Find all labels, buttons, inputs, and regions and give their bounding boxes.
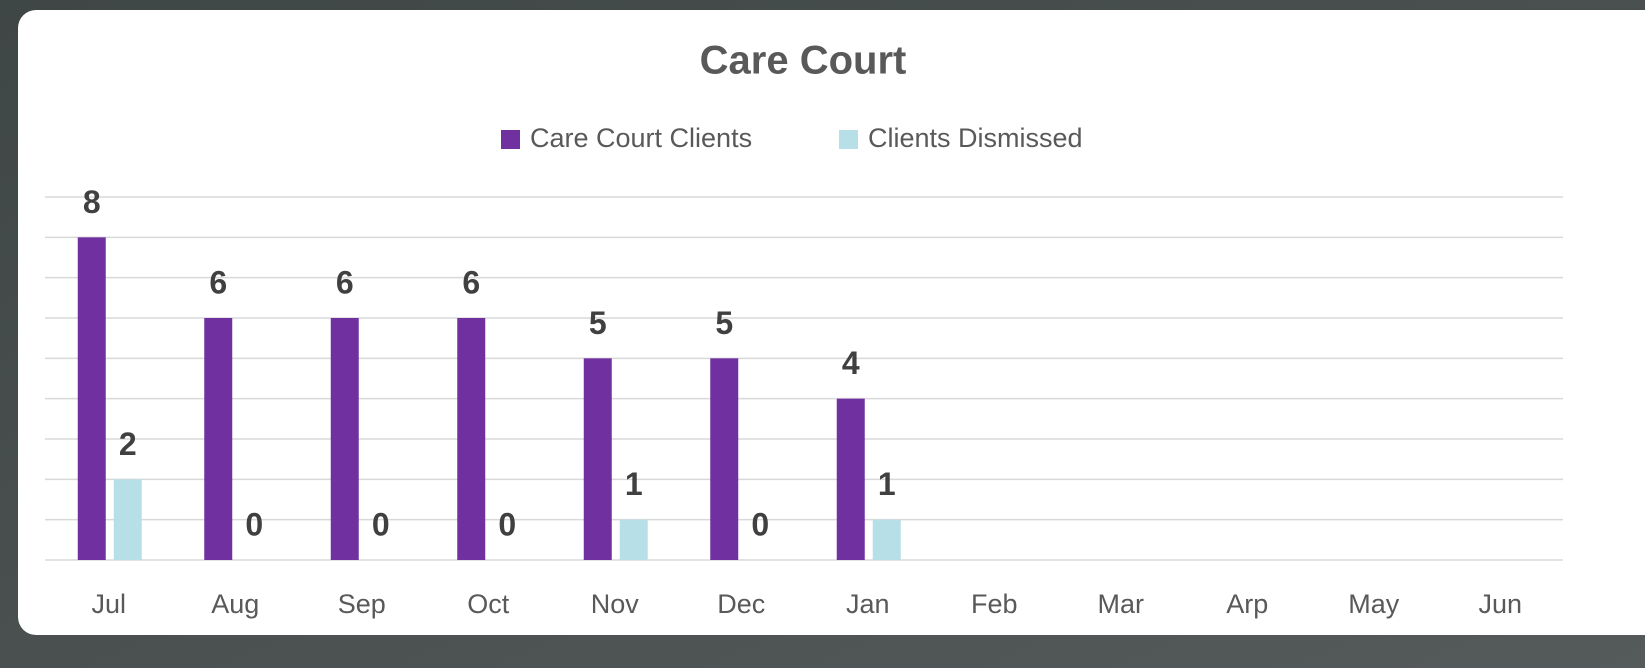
data-label: 0 [372, 506, 390, 542]
data-label: 8 [83, 184, 101, 220]
x-tick-label: Oct [467, 589, 510, 619]
data-label: 0 [245, 506, 263, 542]
bar [710, 358, 739, 560]
data-label: 2 [119, 426, 137, 462]
data-label: 6 [336, 264, 354, 300]
data-label: 0 [751, 506, 769, 542]
x-tick-label: Jun [1478, 589, 1522, 619]
bar [330, 318, 359, 560]
bar [77, 237, 106, 561]
data-label: 1 [878, 466, 896, 502]
x-tick-label: Jul [91, 589, 126, 619]
x-tick-label: Feb [971, 589, 1018, 619]
data-label: 6 [209, 264, 227, 300]
bar [457, 318, 486, 560]
x-tick-label: Nov [591, 589, 640, 619]
x-tick-label: Arp [1226, 589, 1268, 619]
legend-swatch [501, 130, 520, 149]
legend-label: Care Court Clients [530, 123, 752, 153]
legend-label: Clients Dismissed [868, 123, 1083, 153]
bar [204, 318, 233, 560]
x-tick-label: Aug [211, 589, 259, 619]
data-label: 6 [462, 264, 480, 300]
data-label: 5 [715, 305, 733, 341]
chart-title: Care Court [700, 39, 907, 83]
x-tick-label: Mar [1098, 589, 1145, 619]
data-label: 0 [498, 506, 516, 542]
bar [619, 519, 648, 560]
data-label: 4 [842, 345, 860, 381]
legend-swatch [839, 130, 858, 149]
data-label: 5 [589, 305, 607, 341]
x-tick-label: Sep [338, 589, 386, 619]
x-tick-label: May [1348, 589, 1400, 619]
data-label: 1 [625, 466, 643, 502]
x-tick-label: Jan [846, 589, 890, 619]
bar [836, 398, 865, 560]
x-tick-label: Dec [717, 589, 765, 619]
bar [113, 479, 142, 560]
bar [583, 358, 612, 560]
bar [872, 519, 901, 560]
